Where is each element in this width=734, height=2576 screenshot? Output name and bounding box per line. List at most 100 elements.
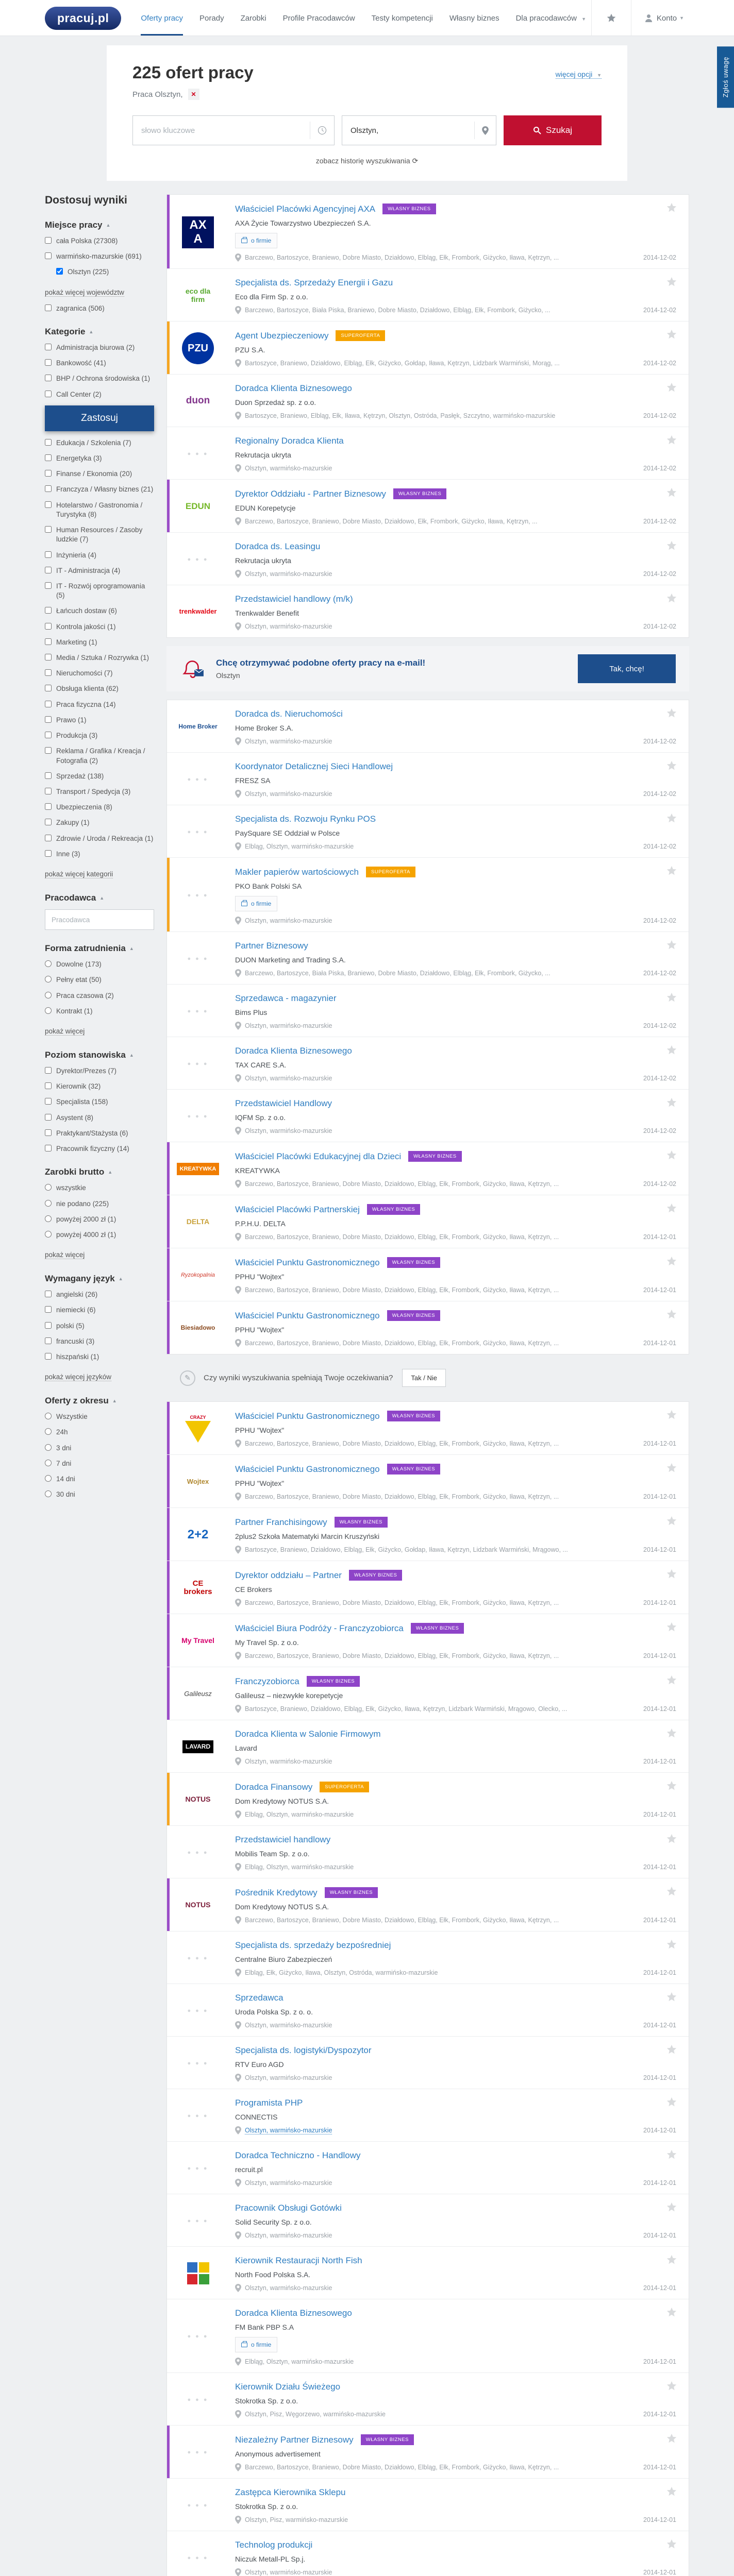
job-title-link[interactable]: Makler papierów wartościowych [235, 867, 359, 877]
favorite-star-icon[interactable] [666, 2096, 677, 2110]
checkbox-input[interactable] [45, 582, 52, 589]
checkbox-input[interactable] [45, 566, 52, 573]
nav-item-dla-pracodawc-w[interactable]: Dla pracodawców ▼ [515, 13, 587, 23]
job-title-link[interactable]: Specjalista ds. Rozwoju Rynku POS [235, 814, 376, 824]
checkbox-input[interactable] [45, 716, 52, 723]
checkbox-input[interactable] [45, 834, 52, 841]
checkbox-input[interactable] [45, 638, 52, 645]
job-title-link[interactable]: Właściciel Punktu Gastronomicznego [235, 1411, 380, 1421]
filter-option[interactable]: zagranica (506) [45, 304, 154, 313]
job-title-link[interactable]: Sprzedawca - magazynier [235, 993, 337, 1003]
nav-item-testy-kompetencji[interactable]: Testy kompetencji [371, 13, 433, 23]
filter-option[interactable]: Hotelarstwo / Gastronomia / Turystyka (8… [45, 501, 154, 519]
nav-item-oferty-pracy[interactable]: Oferty pracy [141, 13, 184, 36]
radio-input[interactable] [45, 1475, 52, 1482]
nav-item-zarobki[interactable]: Zarobki [240, 13, 266, 23]
job-title-link[interactable]: Doradca Finansowy [235, 1782, 313, 1792]
radio-input[interactable] [45, 1184, 52, 1191]
favorite-star-icon[interactable] [666, 2201, 677, 2215]
filter-option[interactable]: Dyrektor/Prezes (7) [45, 1066, 154, 1076]
apply-filters-button[interactable]: Zastosuj [45, 405, 154, 431]
collapse-triangle-icon[interactable]: ▲ [112, 1398, 117, 1404]
filter-option[interactable]: Wszystkie [45, 1412, 154, 1421]
filter-option[interactable]: Call Center (2) [45, 390, 154, 399]
checkbox-input[interactable] [45, 252, 52, 260]
employer-input[interactable] [45, 909, 154, 930]
favorite-star-icon[interactable] [666, 2149, 677, 2163]
favorite-star-icon[interactable] [666, 939, 677, 953]
checkbox-input[interactable] [45, 685, 52, 692]
favorite-star-icon[interactable] [666, 2433, 677, 2447]
favorites-star-icon[interactable] [591, 0, 631, 36]
favorite-star-icon[interactable] [666, 1621, 677, 1635]
filter-option[interactable]: hiszpański (1) [45, 1352, 154, 1362]
job-title-link[interactable]: Dyrektor Oddziału - Partner Biznesowy [235, 488, 386, 499]
job-title-link[interactable]: Przedstawiciel handlowy (m/k) [235, 594, 353, 604]
radio-input[interactable] [45, 991, 52, 998]
favorite-star-icon[interactable] [666, 1939, 677, 1953]
checkbox-input[interactable] [56, 268, 63, 275]
job-title-link[interactable]: Specjalista ds. sprzedaży bezpośredniej [235, 1940, 391, 1950]
filter-option[interactable]: Transport / Spedycja (3) [45, 787, 154, 796]
collapse-triangle-icon[interactable]: ▲ [129, 946, 134, 952]
filter-option[interactable]: Sprzedaż (138) [45, 772, 154, 781]
checkbox-input[interactable] [45, 654, 52, 661]
job-title-link[interactable]: Właściciel Punktu Gastronomicznego [235, 1257, 380, 1267]
favorite-star-icon[interactable] [666, 1256, 677, 1269]
show-more-link[interactable]: pokaż więcej [45, 1251, 85, 1260]
filter-option[interactable]: Zakupy (1) [45, 818, 154, 827]
favorite-star-icon[interactable] [666, 707, 677, 721]
checkbox-input[interactable] [45, 1145, 52, 1152]
filter-option[interactable]: 24h [45, 1428, 154, 1437]
filter-option[interactable]: Ubezpieczenia (8) [45, 803, 154, 812]
favorite-star-icon[interactable] [666, 382, 677, 396]
checkbox-input[interactable] [45, 485, 52, 493]
checkbox-input[interactable] [45, 732, 52, 739]
job-title-link[interactable]: Kierownik Restauracji North Fish [235, 2256, 362, 2265]
filter-option[interactable]: powyżej 2000 zł (1) [45, 1215, 154, 1224]
job-title-link[interactable]: Specjalista ds. Sprzedaży Energii i Gazu [235, 278, 393, 287]
checkbox-input[interactable] [45, 470, 52, 477]
checkbox-input[interactable] [45, 669, 52, 676]
radio-input[interactable] [45, 1490, 52, 1498]
report-feedback-ribbon[interactable]: Zgłoś uwagę [717, 46, 734, 108]
filter-option[interactable]: Human Resources / Zasoby ludzkie (7) [45, 526, 154, 544]
job-title-link[interactable]: Regionalny Doradca Klienta [235, 436, 344, 446]
filter-option[interactable]: Inne (3) [45, 850, 154, 859]
checkbox-input[interactable] [45, 607, 52, 614]
favorite-star-icon[interactable] [666, 1780, 677, 1794]
pracuj-logo[interactable]: pracuj.pl [45, 6, 122, 30]
checkbox-input[interactable] [45, 304, 52, 311]
checkbox-input[interactable] [45, 850, 52, 857]
filter-option[interactable]: Obsługa klienta (62) [45, 684, 154, 693]
job-title-link[interactable]: Właściciel Biura Podróży - Franczyzobior… [235, 1623, 404, 1633]
checkbox-input[interactable] [45, 700, 52, 707]
favorite-star-icon[interactable] [666, 1833, 677, 1847]
filter-option[interactable]: Kontrakt (1) [45, 1007, 154, 1016]
job-title-link[interactable]: Programista PHP [235, 2098, 303, 2108]
radio-input[interactable] [45, 1215, 52, 1222]
favorite-star-icon[interactable] [666, 1515, 677, 1529]
checkbox-input[interactable] [45, 237, 52, 244]
radio-input[interactable] [45, 1459, 52, 1466]
favorite-star-icon[interactable] [666, 1674, 677, 1688]
location-input[interactable] [351, 116, 474, 145]
radio-input[interactable] [45, 1428, 52, 1435]
filter-option[interactable]: Praca czasowa (2) [45, 991, 154, 1001]
more-options-link[interactable]: więcej opcji ▼ [555, 70, 602, 79]
checkbox-input[interactable] [45, 1306, 52, 1313]
filter-option[interactable]: Łańcuch dostaw (6) [45, 606, 154, 616]
favorite-star-icon[interactable] [666, 2380, 677, 2394]
job-title-link[interactable]: Specjalista ds. logistyki/Dyspozytor [235, 2045, 372, 2055]
filter-option[interactable]: 3 dni [45, 1444, 154, 1453]
filter-option[interactable]: 30 dni [45, 1490, 154, 1499]
filter-option[interactable]: powyżej 4000 zł (1) [45, 1230, 154, 1240]
job-title-link[interactable]: Zastępca Kierownika Sklepu [235, 2487, 346, 2497]
favorite-star-icon[interactable] [666, 865, 677, 879]
checkbox-input[interactable] [45, 788, 52, 794]
filter-option[interactable]: Dowolne (173) [45, 960, 154, 969]
job-title-link[interactable]: Koordynator Detalicznej Sieci Handlowej [235, 761, 393, 771]
checkbox-input[interactable] [45, 803, 52, 810]
checkbox-input[interactable] [45, 526, 52, 533]
favorite-star-icon[interactable] [666, 276, 677, 290]
